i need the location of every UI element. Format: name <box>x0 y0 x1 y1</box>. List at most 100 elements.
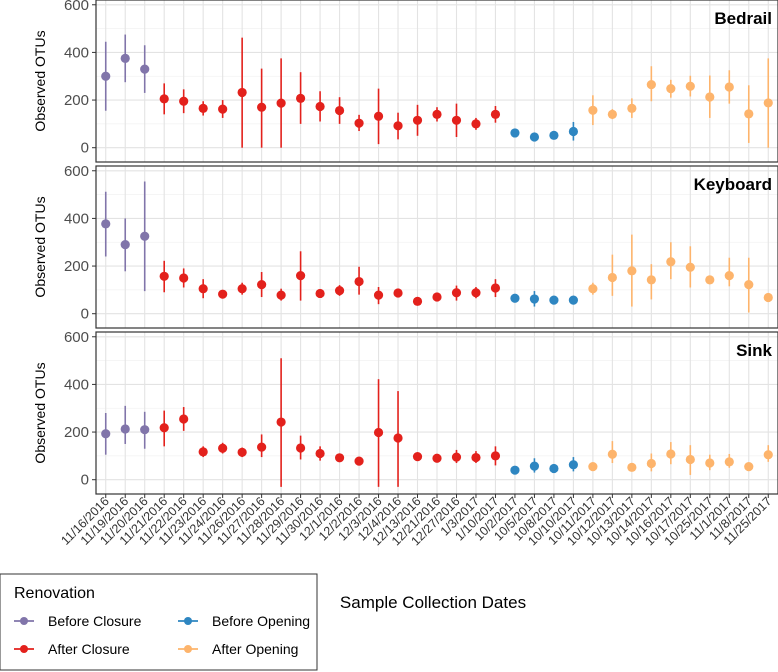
data-point <box>432 292 442 302</box>
data-point <box>432 109 442 119</box>
legend-label: After Closure <box>48 641 130 657</box>
data-point <box>627 266 637 276</box>
data-point <box>334 105 345 116</box>
data-point <box>451 115 462 125</box>
data-point <box>237 87 247 98</box>
legend-item: After Closure <box>14 641 130 657</box>
data-point <box>471 452 481 463</box>
data-point <box>159 271 169 281</box>
legend-label: Before Closure <box>48 613 142 629</box>
data-point <box>705 275 715 285</box>
data-point <box>568 295 579 305</box>
data-point <box>666 84 676 94</box>
y-axis-title: Observed OTUs <box>32 30 48 131</box>
data-point <box>490 451 501 461</box>
data-point <box>334 453 345 463</box>
data-point <box>315 448 325 459</box>
legend-item: After Opening <box>178 641 298 657</box>
data-point <box>237 447 247 457</box>
data-point <box>549 295 559 305</box>
data-point <box>179 96 189 106</box>
panel-border <box>95 165 778 329</box>
data-point <box>763 450 773 460</box>
data-point <box>412 296 423 306</box>
legend: Renovation Before Closure Before Opening A… <box>0 573 318 671</box>
data-point <box>705 92 715 102</box>
x-axis-title: Sample Collection Dates <box>340 593 526 612</box>
data-point <box>120 53 130 63</box>
data-point <box>198 103 208 113</box>
data-point <box>724 270 734 281</box>
y-tick-label: 600 <box>64 163 89 180</box>
data-point <box>529 132 540 142</box>
data-point <box>666 449 676 459</box>
data-point <box>315 288 325 299</box>
data-point <box>276 290 286 300</box>
data-point <box>588 105 598 115</box>
data-point <box>490 109 501 119</box>
data-point <box>373 427 384 438</box>
data-point <box>179 273 189 283</box>
data-point <box>432 453 442 463</box>
y-tick-label: 600 <box>64 329 89 346</box>
data-point <box>257 102 267 112</box>
data-point <box>588 462 598 472</box>
data-points <box>101 358 773 487</box>
legend-title: Renovation <box>14 585 95 602</box>
data-point <box>101 219 111 229</box>
x-tick-labels: 11/16/201611/19/201611/20/201611/21/2016… <box>58 494 774 548</box>
data-point <box>257 442 267 452</box>
data-point <box>296 443 306 453</box>
y-tick-label: 400 <box>64 44 89 61</box>
data-point <box>529 294 540 304</box>
legend-key-point <box>20 617 28 625</box>
y-tick-label: 400 <box>64 210 89 227</box>
data-point <box>218 289 228 299</box>
data-point <box>627 103 637 113</box>
data-point <box>237 284 247 294</box>
data-point <box>218 104 228 114</box>
data-point <box>549 463 559 474</box>
panel-border <box>95 0 778 163</box>
data-point <box>120 240 130 250</box>
data-point <box>646 79 656 90</box>
y-axis-title: Observed OTUs <box>32 196 48 297</box>
legend-items: Before Closure Before Opening After Closur… <box>14 613 310 657</box>
data-point <box>393 121 403 131</box>
data-point <box>159 423 169 433</box>
data-point <box>744 280 754 290</box>
data-point <box>685 81 695 91</box>
data-point <box>393 433 403 443</box>
data-point <box>724 82 734 92</box>
data-point <box>607 109 617 119</box>
legend-box <box>0 573 318 671</box>
y-tick-label: 0 <box>81 140 89 157</box>
data-point <box>568 126 579 137</box>
data-point <box>646 458 656 469</box>
data-point <box>510 293 520 303</box>
data-point <box>549 130 559 140</box>
data-point <box>354 456 364 466</box>
legend-item: Before Opening <box>178 613 310 629</box>
legend-key-point <box>184 617 192 625</box>
data-point <box>140 64 150 74</box>
panel-title: Bedrail <box>714 9 772 28</box>
data-point <box>296 93 306 103</box>
data-point <box>568 460 579 470</box>
data-point <box>685 262 695 272</box>
data-point <box>685 454 695 465</box>
data-point <box>724 457 734 467</box>
data-point <box>412 115 423 125</box>
data-point <box>510 128 520 138</box>
data-point <box>101 71 111 81</box>
data-points <box>101 34 773 148</box>
data-point <box>471 119 481 129</box>
panel-title: Sink <box>736 341 772 360</box>
data-point <box>607 272 617 283</box>
y-tick-label: 200 <box>64 92 89 109</box>
data-point <box>451 452 462 462</box>
data-point <box>451 288 462 298</box>
data-point <box>510 465 520 475</box>
legend-key-point <box>184 645 192 653</box>
y-tick-label: 0 <box>81 472 89 489</box>
